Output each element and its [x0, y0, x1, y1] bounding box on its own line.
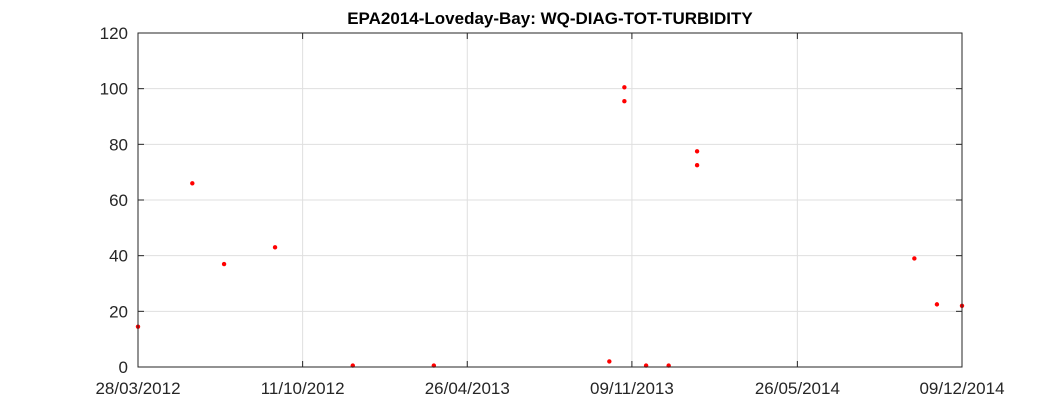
x-tick-label: 09/12/2014 — [919, 379, 1004, 398]
y-tick-label: 80 — [109, 135, 128, 154]
data-point — [934, 302, 940, 307]
x-tick-label: 26/05/2014 — [755, 379, 840, 398]
x-tick-label: 26/04/2013 — [425, 379, 510, 398]
y-tick-label: 120 — [100, 24, 128, 43]
data-point — [694, 149, 700, 154]
x-tick-label: 28/03/2012 — [95, 379, 180, 398]
data-points — [135, 85, 965, 368]
grid-lines — [138, 33, 962, 367]
data-point — [190, 181, 195, 186]
y-tick-label: 0 — [119, 358, 128, 377]
data-point — [221, 261, 227, 267]
y-tick-label: 20 — [109, 302, 128, 321]
data-point — [272, 245, 278, 250]
data-point — [607, 359, 612, 364]
chart-title: EPA2014-Loveday-Bay: WQ-DIAG-TOT-TURBIDI… — [347, 9, 753, 28]
y-tick-label: 100 — [100, 80, 128, 99]
data-point — [622, 98, 627, 104]
data-point — [912, 256, 917, 261]
y-tick-label: 60 — [109, 191, 128, 210]
axis-ticks: 0 20 40 60 80 100 120 28/03/2012 11/10/2012 26/04… — [95, 24, 1004, 398]
data-point — [694, 163, 700, 168]
y-tick-label: 40 — [109, 247, 128, 266]
x-tick-label: 11/10/2012 — [261, 379, 345, 398]
x-tick-label: 09/11/2013 — [590, 379, 674, 398]
data-point — [622, 85, 627, 90]
